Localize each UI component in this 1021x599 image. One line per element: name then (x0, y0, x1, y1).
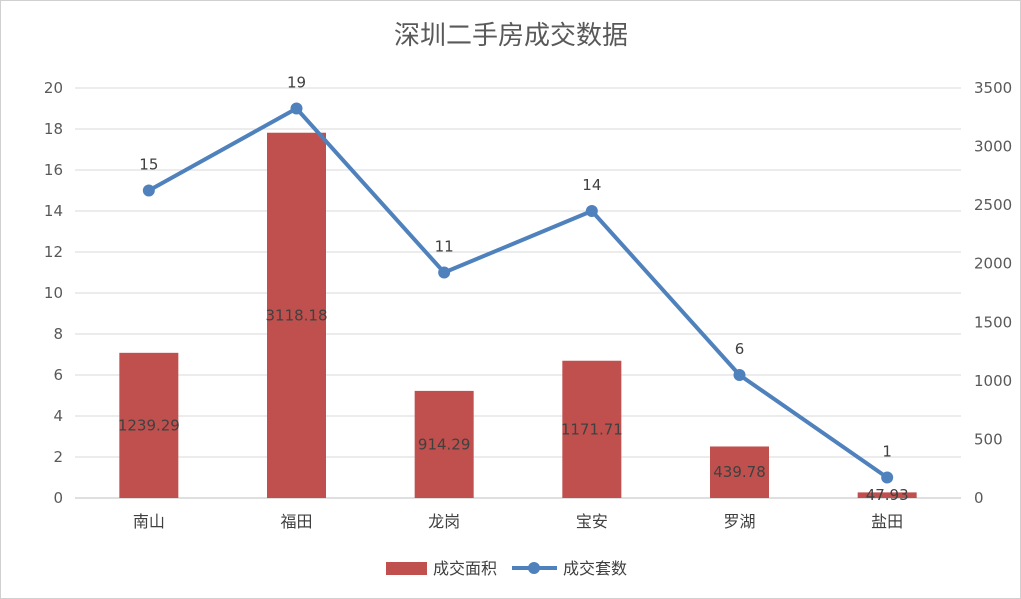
bar (267, 132, 326, 499)
left-tick-label: 2 (53, 448, 63, 466)
legend-bar-swatch (386, 562, 427, 575)
right-axis-ticks: 0 500 1000 1500 2000 2500 3000 3500 (974, 79, 1012, 507)
line-data-label: 6 (735, 340, 745, 358)
bar (414, 390, 474, 498)
left-axis-ticks: 0 2 4 6 8 10 12 14 16 18 20 (44, 79, 63, 507)
category-label: 南山 (133, 512, 165, 531)
line-point (733, 369, 746, 381)
left-tick-label: 12 (44, 243, 63, 261)
bar (119, 352, 179, 498)
category-label: 龙岗 (428, 512, 460, 531)
bar (562, 360, 622, 498)
bar-data-label: 439.78 (713, 463, 766, 481)
line-data-label: 11 (435, 238, 454, 256)
line-data-label: 1 (882, 443, 892, 461)
right-tick-label: 2000 (974, 255, 1012, 273)
category-label: 盐田 (871, 512, 903, 531)
bar (710, 446, 769, 498)
left-tick-label: 14 (44, 202, 63, 220)
left-tick-label: 10 (44, 284, 63, 302)
right-tick-label: 0 (974, 489, 984, 507)
category-label: 宝安 (576, 512, 608, 531)
right-tick-label: 3000 (974, 138, 1012, 156)
line-point (142, 184, 155, 197)
line-data-label: 14 (582, 176, 601, 194)
legend-line-label: 成交套数 (563, 559, 627, 578)
left-tick-label: 8 (53, 325, 63, 343)
left-tick-label: 4 (53, 407, 63, 425)
left-tick-label: 6 (53, 366, 63, 384)
bar-data-label: 914.29 (418, 435, 471, 453)
chart-title: 深圳二手房成交数据 (394, 21, 628, 51)
bar (857, 492, 917, 498)
bar-series: 1239.29 3118.18 914.29 1171.71 439.78 47.93 (118, 132, 917, 504)
line-path (146, 106, 890, 480)
line-point (290, 102, 303, 115)
bar-data-label: 47.93 (866, 486, 909, 504)
line-point (438, 266, 451, 279)
gridlines (75, 87, 961, 499)
category-labels: 南山 福田 龙岗 宝安 罗湖 盐田 (133, 512, 903, 531)
left-tick-label: 0 (53, 489, 63, 507)
line-point (585, 205, 598, 217)
category-label: 福田 (280, 512, 312, 531)
right-tick-label: 2500 (974, 196, 1012, 214)
line-series: 15 19 11 14 6 1 (139, 74, 894, 484)
right-tick-label: 500 (974, 430, 1003, 448)
right-tick-label: 3500 (974, 79, 1012, 97)
left-tick-label: 16 (44, 161, 63, 179)
legend-bar-label: 成交面积 (433, 559, 497, 578)
left-tick-label: 20 (44, 79, 63, 97)
bar-data-label: 1239.29 (118, 416, 180, 434)
bar-data-label: 3118.18 (265, 306, 327, 324)
bar-data-label: 1171.71 (561, 420, 623, 438)
legend: 成交面积 成交套数 (386, 559, 627, 578)
line-point (881, 471, 894, 484)
category-label: 罗湖 (723, 512, 755, 531)
legend-line-marker (528, 562, 540, 574)
left-tick-label: 18 (44, 120, 63, 138)
line-data-label: 15 (139, 156, 158, 174)
right-tick-label: 1500 (974, 313, 1012, 331)
right-tick-label: 1000 (974, 372, 1012, 390)
line-data-label: 19 (287, 74, 306, 92)
